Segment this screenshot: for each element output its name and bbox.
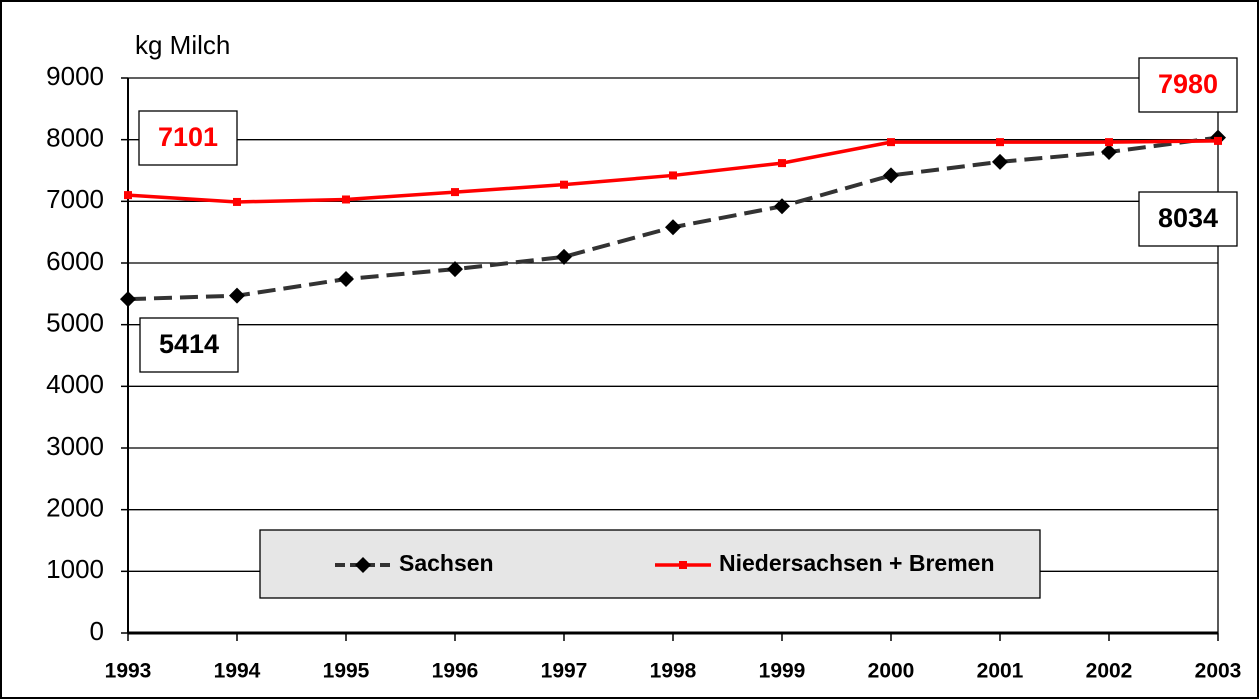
x-tick-label: 1996 [432, 660, 479, 683]
point [447, 261, 463, 278]
point [451, 188, 459, 197]
point [556, 248, 572, 265]
x-tick-label: 2001 [977, 660, 1024, 683]
point [669, 171, 677, 180]
value-label-box [1138, 57, 1238, 113]
legend-marker [355, 557, 371, 573]
x-tick-label: 1995 [323, 660, 370, 683]
value-label-box [1138, 191, 1238, 247]
point [778, 159, 786, 168]
point [887, 138, 895, 147]
point [120, 291, 136, 308]
x-tick-label: 1994 [214, 660, 261, 683]
value-label: 8034 [1158, 203, 1218, 233]
y-tick-label: 5000 [46, 308, 104, 338]
point [229, 287, 245, 304]
value-label: 5414 [159, 329, 219, 359]
point [560, 180, 568, 189]
legend-label: Sachsen [399, 550, 494, 576]
y-tick-label: 6000 [46, 246, 104, 276]
x-tick-label: 2000 [868, 660, 915, 683]
point [1214, 136, 1222, 145]
legend-label: Niedersachsen + Bremen [719, 550, 995, 576]
y-tick-label: 9000 [46, 61, 104, 91]
value-label: 7980 [1158, 69, 1218, 99]
value-label: 7101 [158, 122, 218, 152]
x-tick-label: 1997 [541, 660, 588, 683]
x-tick-label: 2002 [1086, 660, 1133, 683]
point [124, 191, 132, 200]
y-tick-label: 0 [90, 616, 104, 646]
point [1105, 138, 1113, 147]
y-tick-label: 7000 [46, 184, 104, 214]
y-tick-label: 4000 [46, 369, 104, 399]
point [774, 198, 790, 215]
point [996, 138, 1004, 147]
y-tick-label: 1000 [46, 554, 104, 584]
point [233, 197, 241, 206]
point [665, 219, 681, 236]
legend-marker [679, 561, 687, 569]
y-tick-label: 2000 [46, 493, 104, 523]
x-tick-label: 2003 [1195, 660, 1242, 683]
y-axis-label: kg Milch [135, 30, 230, 60]
point [992, 153, 1008, 170]
x-tick-label: 1999 [759, 660, 806, 683]
y-tick-label: 3000 [46, 431, 104, 461]
x-tick-label: 1998 [650, 660, 697, 683]
point [338, 271, 354, 288]
y-tick-label: 8000 [46, 123, 104, 153]
point [883, 167, 899, 184]
point [1101, 144, 1117, 160]
point [342, 195, 350, 204]
value-label-box [138, 110, 238, 166]
x-tick-label: 1993 [105, 660, 152, 683]
value-label-box [139, 317, 239, 373]
